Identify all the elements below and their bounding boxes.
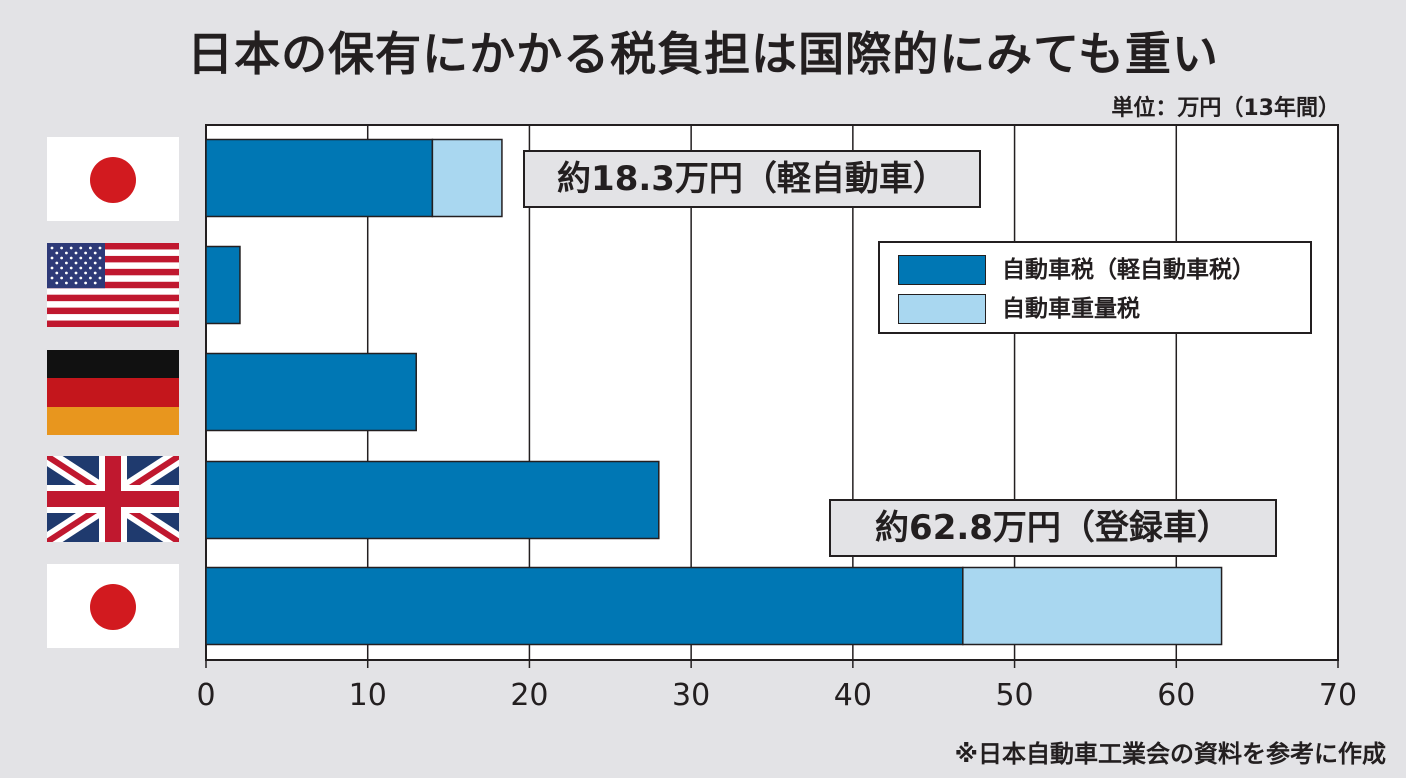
x-tick-label: 10 (349, 678, 387, 713)
bar-vehicle-tax (205, 138, 434, 218)
legend-label-weight-tax: 自動車重量税 (1002, 296, 1140, 322)
legend-label-vehicle-tax: 自動車税（軽自動車税） (1002, 257, 1255, 283)
bar-weight-tax (962, 566, 1223, 646)
x-tick-label: 20 (510, 678, 548, 713)
bar-vehicle-tax (205, 566, 964, 646)
x-tick-label: 0 (196, 678, 215, 713)
bar-vehicle-tax (205, 245, 241, 325)
legend-swatch-vehicle-tax (898, 255, 986, 285)
bar-weight-tax (431, 138, 503, 218)
x-tick-label: 60 (1157, 678, 1195, 713)
x-tick-label: 70 (1319, 678, 1357, 713)
japan-flag-icon (47, 137, 179, 221)
usa-flag-icon (47, 243, 179, 327)
x-tick-label: 40 (834, 678, 872, 713)
kei-total-callout: 約18.3万円（軽自動車） (523, 150, 981, 208)
legend-swatch-weight-tax (898, 294, 986, 324)
unit-label: 単位：万円（13年間） (1111, 96, 1340, 121)
uk-flag-icon (42, 448, 184, 550)
x-tick-label: 50 (995, 678, 1033, 713)
legend: 自動車税（軽自動車税） 自動車重量税 (878, 241, 1312, 334)
x-tick-label: 30 (672, 678, 710, 713)
registered-total-callout: 約62.8万円（登録車） (829, 499, 1277, 557)
bar-vehicle-tax (205, 460, 660, 540)
bar-vehicle-tax (205, 352, 417, 432)
chart-title: 日本の保有にかかる税負担は国際的にみても重い (187, 27, 1219, 81)
japan-flag-icon (47, 564, 179, 648)
source-note: ※日本自動車工業会の資料を参考に作成 (954, 740, 1386, 768)
germany-flag-icon (47, 350, 179, 435)
